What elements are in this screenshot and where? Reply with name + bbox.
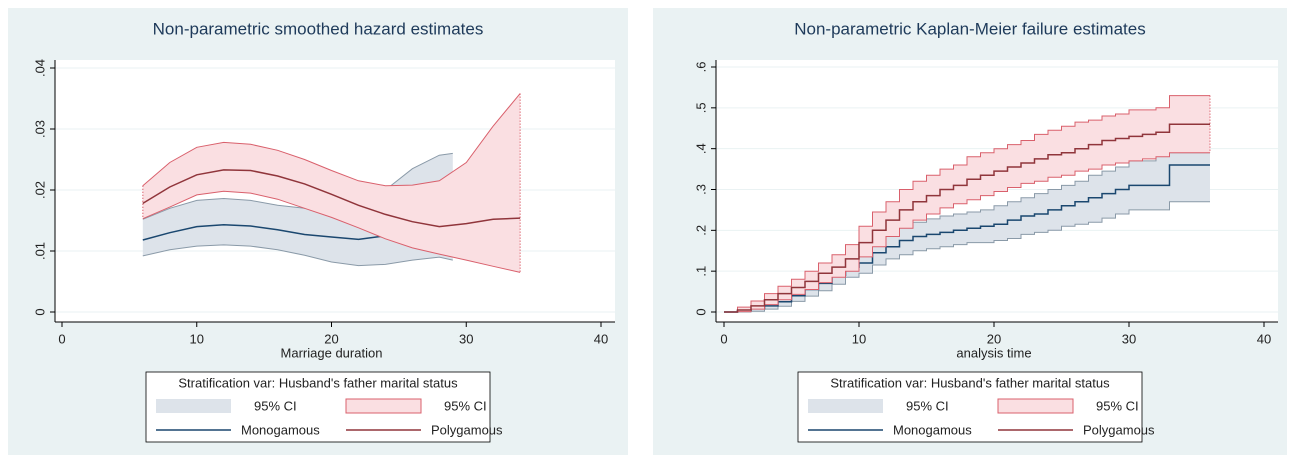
legend-swatch bbox=[997, 398, 1074, 414]
legend-label: Polygamous bbox=[1083, 422, 1155, 437]
x-axis-label: analysis time bbox=[956, 345, 1031, 360]
x-tick-label: 40 bbox=[594, 331, 608, 346]
y-tick-label: .6 bbox=[693, 62, 708, 73]
legend-swatch bbox=[156, 399, 231, 413]
ci-lower bbox=[142, 190, 521, 273]
x-tick-label: 20 bbox=[987, 331, 1001, 346]
y-tick-label: .2 bbox=[693, 225, 708, 236]
estimate-line bbox=[724, 123, 1210, 313]
x-tick-label: 0 bbox=[720, 331, 727, 346]
x-tick-label: 30 bbox=[459, 331, 473, 346]
y-tick-label: .3 bbox=[693, 184, 708, 195]
legend-label: Monogamous bbox=[893, 422, 972, 437]
legend-label: 95% CI bbox=[444, 398, 487, 413]
x-tick-label: 10 bbox=[190, 331, 204, 346]
panel: Non-parametric Kaplan-Meier failure esti… bbox=[653, 8, 1287, 455]
legend-swatch bbox=[345, 398, 422, 414]
y-tick-label: 0 bbox=[693, 308, 708, 315]
x-tick-label: 10 bbox=[852, 331, 866, 346]
y-tick-label: .02 bbox=[32, 181, 47, 199]
estimate-line bbox=[724, 164, 1210, 313]
legend-swatch bbox=[808, 399, 883, 413]
x-tick-label: 30 bbox=[1122, 331, 1136, 346]
ci-band bbox=[142, 93, 521, 273]
ci-lower bbox=[142, 244, 453, 267]
chart-title: Non-parametric smoothed hazard estimates bbox=[153, 19, 484, 38]
x-tick-label: 0 bbox=[58, 331, 65, 346]
y-tick-label: .03 bbox=[32, 120, 47, 138]
legend-label: Monogamous bbox=[241, 422, 320, 437]
legend-title: Stratification var: Husband's father mar… bbox=[830, 375, 1110, 390]
y-tick-label: 0 bbox=[32, 308, 47, 315]
y-tick-label: .4 bbox=[693, 143, 708, 154]
y-tick-label: .04 bbox=[32, 59, 47, 77]
ci-upper bbox=[724, 95, 1210, 313]
legend-label: Polygamous bbox=[431, 422, 503, 437]
x-axis-label: Marriage duration bbox=[281, 345, 383, 360]
y-tick-label: .5 bbox=[693, 102, 708, 113]
ci-lower bbox=[724, 152, 1210, 313]
legend-label: 95% CI bbox=[254, 398, 297, 413]
chart-title: Non-parametric Kaplan-Meier failure esti… bbox=[794, 19, 1145, 38]
ci-upper bbox=[142, 93, 521, 187]
panel: Non-parametric smoothed hazard estimates… bbox=[8, 8, 628, 455]
ci-lower bbox=[724, 201, 1210, 313]
estimate-line bbox=[142, 169, 521, 228]
legend-label: 95% CI bbox=[906, 398, 949, 413]
y-tick-label: .1 bbox=[693, 266, 708, 277]
x-tick-label: 20 bbox=[324, 331, 338, 346]
legend-label: 95% CI bbox=[1096, 398, 1139, 413]
legend-title: Stratification var: Husband's father mar… bbox=[178, 375, 458, 390]
y-tick-label: .01 bbox=[32, 242, 47, 260]
x-tick-label: 40 bbox=[1257, 331, 1271, 346]
